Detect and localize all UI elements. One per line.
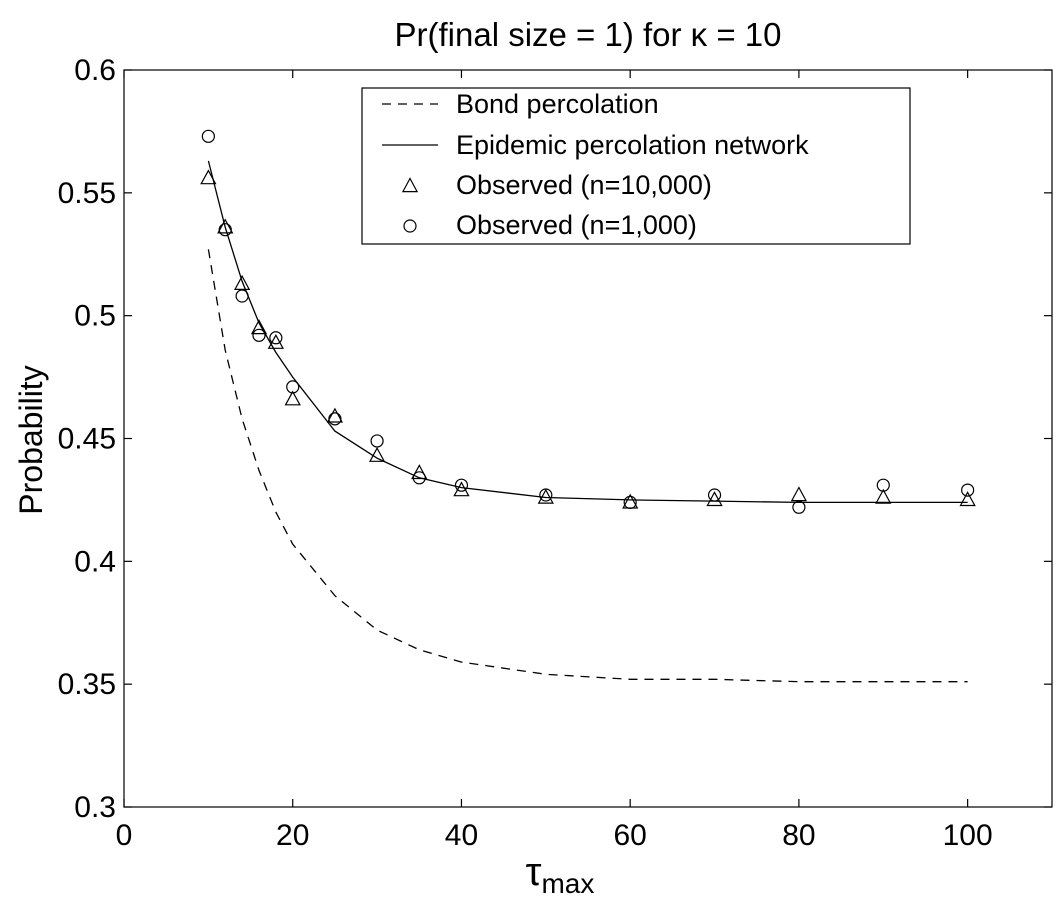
y-tick-label: 0.45 bbox=[58, 423, 116, 456]
point-observed-1000 bbox=[370, 434, 384, 448]
y-tick-label: 0.3 bbox=[74, 791, 116, 824]
point-observed-1000 bbox=[412, 471, 426, 485]
point-observed-10000 bbox=[284, 390, 301, 406]
point-observed-10000 bbox=[411, 464, 428, 480]
y-tick-label: 0.6 bbox=[74, 54, 116, 87]
legend: Bond percolation Epidemic percolation ne… bbox=[361, 87, 911, 245]
point-observed-10000 bbox=[706, 491, 723, 507]
point-observed-1000 bbox=[454, 478, 469, 492]
point-observed-1000 bbox=[252, 328, 266, 342]
point-observed-1000 bbox=[235, 289, 249, 303]
legend-label-bond: Bond percolation bbox=[456, 89, 659, 119]
legend-samples bbox=[382, 103, 438, 233]
point-observed-1000 bbox=[269, 331, 283, 345]
legend-sample-triangle bbox=[401, 177, 419, 193]
series-bond-percolation-line bbox=[207, 249, 968, 683]
x-tick-label: 0 bbox=[116, 819, 133, 852]
point-observed-10000 bbox=[959, 491, 976, 507]
y-ticks: 0.3 0.35 0.4 0.45 0.5 0.55 0.6 bbox=[58, 54, 1052, 824]
legend-label-epn: Epidemic percolation network bbox=[456, 130, 809, 160]
point-observed-1000 bbox=[961, 483, 975, 497]
point-observed-1000 bbox=[792, 500, 806, 514]
point-observed-10000 bbox=[537, 488, 554, 504]
series-layer bbox=[200, 129, 976, 683]
legend-box bbox=[361, 87, 911, 245]
y-tick-label: 0.55 bbox=[58, 177, 116, 210]
y-tick-label: 0.5 bbox=[74, 300, 116, 333]
point-observed-10000 bbox=[326, 407, 344, 423]
x-tick-label: 20 bbox=[276, 819, 309, 852]
x-axis-label-main: τ bbox=[526, 850, 542, 894]
point-observed-1000 bbox=[707, 488, 722, 502]
point-observed-1000 bbox=[218, 223, 232, 237]
point-observed-1000 bbox=[201, 129, 215, 143]
point-observed-1000 bbox=[539, 488, 553, 502]
point-observed-10000 bbox=[368, 446, 386, 462]
y-tick-label: 0.35 bbox=[58, 668, 116, 701]
point-observed-10000 bbox=[790, 486, 808, 502]
x-tick-label: 40 bbox=[445, 819, 478, 852]
point-observed-1000 bbox=[876, 478, 890, 492]
point-observed-10000 bbox=[875, 488, 892, 504]
y-axis-label: Probability bbox=[13, 365, 49, 514]
point-observed-10000 bbox=[200, 169, 217, 185]
legend-label-obs-1000: Observed (n=1,000) bbox=[456, 210, 697, 240]
point-observed-10000 bbox=[267, 333, 285, 349]
series-epn-line bbox=[207, 160, 968, 504]
x-axis-label: τmax bbox=[526, 850, 595, 899]
legend-sample-circle bbox=[403, 219, 417, 233]
point-observed-1000 bbox=[286, 380, 300, 394]
point-observed-10000 bbox=[453, 481, 470, 497]
point-observed-10000 bbox=[250, 319, 268, 335]
point-observed-1000 bbox=[328, 412, 342, 426]
point-observed-10000 bbox=[233, 274, 251, 290]
x-ticks: 0 20 40 60 80 100 bbox=[116, 70, 993, 852]
y-tick-label: 0.4 bbox=[74, 545, 116, 578]
x-tick-label: 80 bbox=[782, 819, 815, 852]
point-observed-10000 bbox=[217, 218, 234, 234]
legend-label-obs-10000: Observed (n=10,000) bbox=[456, 170, 712, 200]
x-tick-label: 100 bbox=[943, 819, 993, 852]
chart-title: Pr(final size = 1) for κ = 10 bbox=[395, 16, 782, 53]
x-axis-label-sub: max bbox=[541, 868, 594, 899]
point-observed-1000 bbox=[623, 495, 637, 509]
x-tick-label: 60 bbox=[613, 819, 646, 852]
